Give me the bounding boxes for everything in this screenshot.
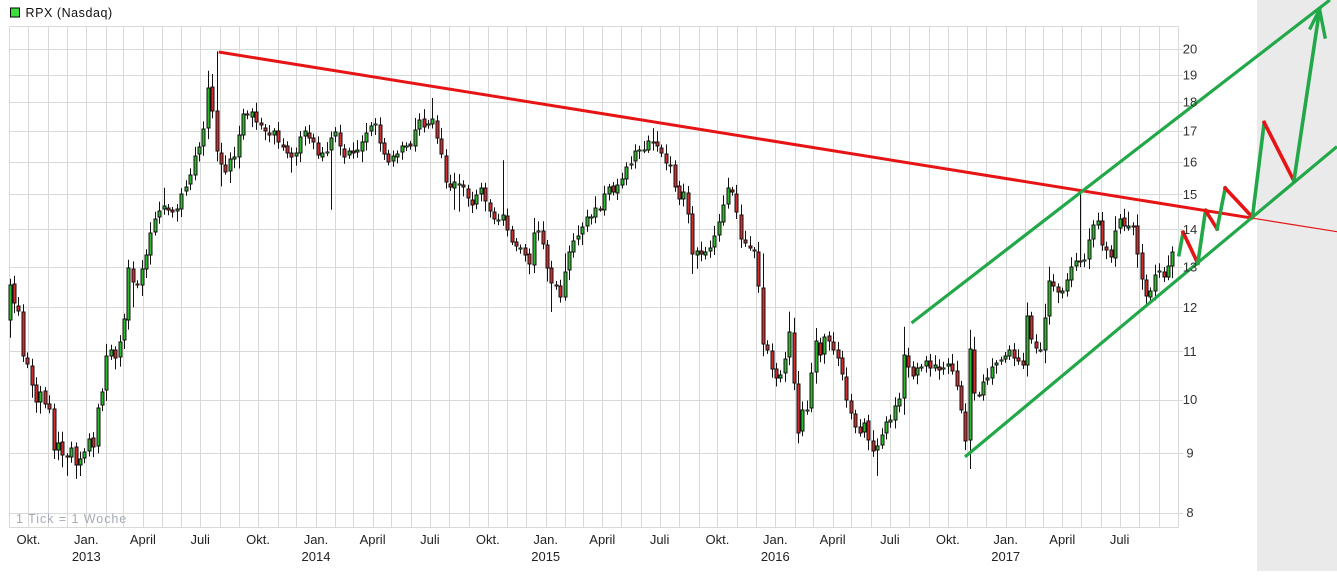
svg-text:Juli: Juli (190, 532, 210, 547)
svg-text:2016: 2016 (761, 549, 790, 564)
svg-text:April: April (1049, 532, 1075, 547)
svg-text:Jan.: Jan. (533, 532, 558, 547)
svg-text:Juli: Juli (1110, 532, 1130, 547)
svg-text:2017: 2017 (991, 549, 1020, 564)
svg-text:Okt.: Okt. (476, 532, 500, 547)
svg-text:14: 14 (1183, 222, 1197, 237)
svg-text:Okt.: Okt. (936, 532, 960, 547)
svg-text:April: April (360, 532, 386, 547)
svg-text:Okt.: Okt. (16, 532, 40, 547)
svg-text:1 Tick = 1 Woche: 1 Tick = 1 Woche (16, 512, 127, 526)
svg-text:20: 20 (1183, 41, 1197, 56)
svg-text:2013: 2013 (72, 549, 101, 564)
svg-text:8: 8 (1186, 505, 1193, 520)
svg-text:11: 11 (1183, 344, 1197, 359)
svg-text:Okt.: Okt. (246, 532, 270, 547)
svg-text:Juli: Juli (880, 532, 900, 547)
svg-text:Jan.: Jan. (763, 532, 788, 547)
svg-text:Okt.: Okt. (705, 532, 729, 547)
svg-text:10: 10 (1183, 392, 1197, 407)
svg-text:Jan.: Jan. (74, 532, 99, 547)
svg-text:12: 12 (1183, 300, 1197, 315)
svg-text:2015: 2015 (531, 549, 560, 564)
svg-text:18: 18 (1183, 95, 1197, 110)
svg-text:April: April (589, 532, 615, 547)
svg-text:2014: 2014 (302, 549, 331, 564)
svg-text:RPX (Nasdaq): RPX (Nasdaq) (26, 6, 113, 20)
svg-text:17: 17 (1183, 124, 1197, 139)
svg-text:15: 15 (1183, 187, 1197, 202)
svg-text:19: 19 (1183, 67, 1197, 82)
svg-text:16: 16 (1183, 154, 1197, 169)
svg-text:9: 9 (1186, 445, 1193, 460)
svg-text:13: 13 (1183, 259, 1197, 274)
svg-text:Jan.: Jan. (304, 532, 329, 547)
svg-text:Juli: Juli (420, 532, 440, 547)
svg-text:Jan.: Jan. (993, 532, 1018, 547)
svg-text:April: April (820, 532, 846, 547)
svg-text:Juli: Juli (650, 532, 670, 547)
svg-text:April: April (130, 532, 156, 547)
